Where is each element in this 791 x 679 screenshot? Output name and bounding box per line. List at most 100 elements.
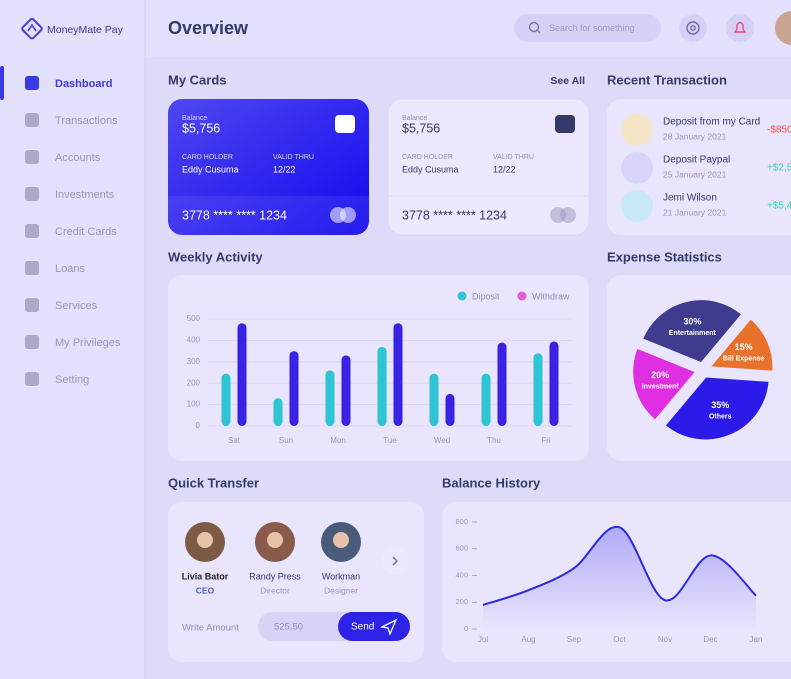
profile-avatar[interactable] xyxy=(775,11,791,45)
slice-category-label: Others xyxy=(709,413,732,420)
transaction-name: Deposit Paypal xyxy=(663,155,730,166)
card-logo xyxy=(560,207,576,223)
bell-icon xyxy=(733,21,747,33)
holder-name: Eddy Cusuma xyxy=(182,164,239,174)
x-tick-label: Nov xyxy=(658,635,672,644)
menu-icon xyxy=(25,113,39,127)
see-all-link[interactable]: See All xyxy=(550,75,585,87)
search-placeholder: Search for something xyxy=(549,23,635,33)
slice-category-label: Investment xyxy=(642,384,680,391)
person-role: Designer xyxy=(324,585,358,595)
avatar-face xyxy=(267,532,283,548)
transaction-icon xyxy=(621,190,653,222)
bar xyxy=(497,342,507,426)
send-label: Send xyxy=(351,622,374,633)
settings-button[interactable] xyxy=(679,14,707,42)
section-title: Balance History xyxy=(442,475,541,490)
menu-item[interactable]: Dashboard xyxy=(55,78,112,90)
bar xyxy=(549,341,559,426)
active-indicator xyxy=(0,66,4,100)
card-number: 3778 **** **** 1234 xyxy=(182,208,287,222)
avatar-face xyxy=(333,532,349,548)
x-tick-label: Sat xyxy=(228,436,241,445)
card-logo xyxy=(340,207,356,223)
card-number: 3778 **** **** 1234 xyxy=(402,208,507,222)
menu-item[interactable]: Loans xyxy=(55,263,85,275)
slice-value-label: 15% xyxy=(735,342,753,352)
x-tick-label: Wed xyxy=(434,436,450,445)
menu-icon xyxy=(25,372,39,386)
pie-slice xyxy=(640,298,744,365)
bar xyxy=(393,323,403,426)
y-tick-label: 100 xyxy=(187,400,201,409)
send-button[interactable] xyxy=(338,612,410,641)
pie-slice xyxy=(663,375,771,442)
transaction-date: 28 January 2021 xyxy=(663,131,727,141)
y-tick-label: 300 xyxy=(187,357,201,366)
transaction-amount: +$2,500 xyxy=(767,163,791,174)
section-title: Expense Statistics xyxy=(607,249,722,264)
credit-card[interactable] xyxy=(168,99,369,235)
y-tick-label: 200 xyxy=(455,597,468,606)
menu-item[interactable]: Setting xyxy=(55,374,89,386)
section-title: My Cards xyxy=(168,72,227,87)
valid-label: VALID THRU xyxy=(493,154,534,161)
x-tick-label: Aug xyxy=(521,635,535,644)
card-chip xyxy=(555,115,575,133)
content: Dashboard Transactions Accounts Investments… xyxy=(0,66,791,662)
x-tick-label: Oct xyxy=(613,635,626,644)
menu-icon xyxy=(25,335,39,349)
transaction-date: 21 January 2021 xyxy=(663,207,727,217)
section-title: Recent Transaction xyxy=(607,72,727,87)
bar xyxy=(377,346,387,426)
menu-item[interactable]: My Privileges xyxy=(55,337,121,349)
menu-icon xyxy=(25,261,39,275)
legend-label: Diposit xyxy=(472,291,500,301)
next-arrow xyxy=(392,556,398,566)
valid-date: 12/22 xyxy=(493,164,516,174)
bar xyxy=(429,373,439,426)
credit-card[interactable] xyxy=(387,98,590,236)
amount-label: Write Amount xyxy=(182,623,239,634)
menu-item[interactable]: Transactions xyxy=(55,115,118,127)
avatar-face xyxy=(197,532,213,548)
search-box[interactable] xyxy=(514,14,661,42)
bar xyxy=(533,353,543,426)
x-tick-label: Mon xyxy=(330,436,346,445)
notification-button[interactable] xyxy=(726,14,754,42)
bar xyxy=(289,351,299,426)
menu-icon xyxy=(25,224,39,238)
menu-icon xyxy=(25,187,39,201)
pie-slice xyxy=(631,346,698,423)
section-title: Weekly Activity xyxy=(168,249,263,264)
transaction-panel xyxy=(607,99,791,235)
person-name: Workman xyxy=(322,571,360,581)
y-tick-label: 400 xyxy=(455,570,468,579)
menu-item[interactable]: Accounts xyxy=(55,152,101,164)
transaction-name: Jemi Wilson xyxy=(663,193,717,204)
x-tick-label: Sun xyxy=(279,436,293,445)
balance-label: Balance xyxy=(402,115,427,122)
search-icon xyxy=(528,21,541,34)
bar xyxy=(221,373,231,426)
x-tick-label: Tue xyxy=(383,436,397,445)
next-button[interactable] xyxy=(381,547,409,575)
transaction-amount: +$5,400 xyxy=(767,201,791,212)
page-title: Overview xyxy=(168,18,249,38)
brand-logo xyxy=(21,17,43,40)
person-role: Director xyxy=(260,585,290,595)
card-chip xyxy=(335,115,355,133)
x-tick-label: Jul xyxy=(478,635,488,644)
x-tick-label: Fri xyxy=(541,436,551,445)
pie-slice xyxy=(707,316,775,373)
bar xyxy=(445,393,455,426)
valid-date: 12/22 xyxy=(273,164,296,174)
menu-item[interactable]: Investments xyxy=(55,189,115,201)
slice-value-label: 35% xyxy=(711,400,729,410)
menu-item[interactable]: Credit Cards xyxy=(55,226,117,238)
x-tick-label: Dec xyxy=(703,635,717,644)
menu-item[interactable]: Services xyxy=(55,300,98,312)
x-tick-label: Jan xyxy=(750,635,763,644)
balance-value: $5,756 xyxy=(402,121,440,135)
